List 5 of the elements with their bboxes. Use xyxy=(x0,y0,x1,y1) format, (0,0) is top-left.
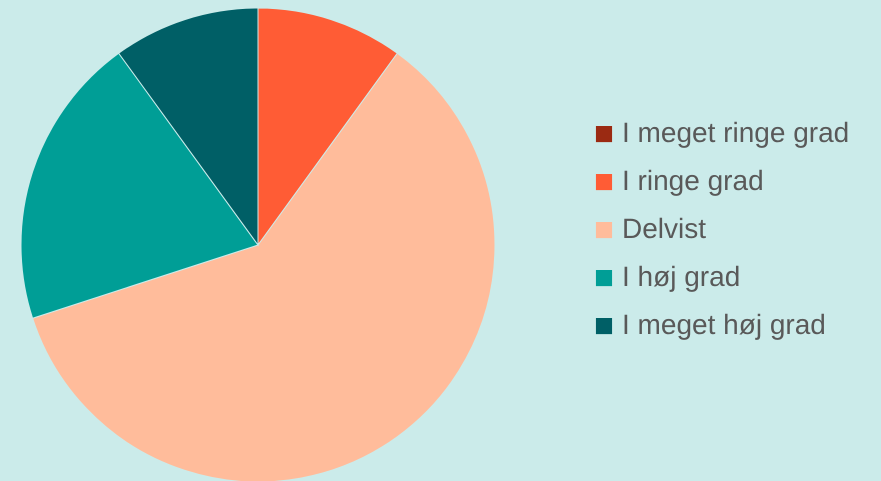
legend-label: I meget ringe grad xyxy=(622,117,850,148)
legend-label: I høj grad xyxy=(622,261,740,292)
legend-label: I ringe grad xyxy=(622,165,764,196)
legend-label: I meget høj grad xyxy=(622,309,826,340)
legend-label: Delvist xyxy=(622,213,706,244)
